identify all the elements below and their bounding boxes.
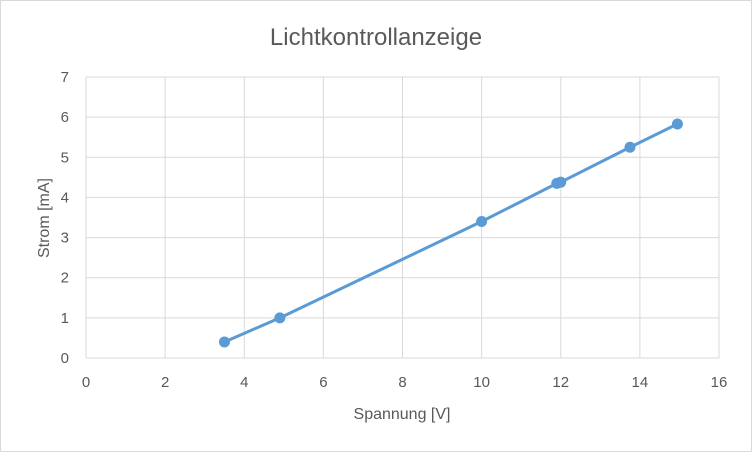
- y-tick-label: 5: [61, 149, 69, 166]
- y-tick-label: 3: [61, 230, 69, 247]
- data-point: [274, 312, 286, 324]
- x-tick-label: 4: [240, 374, 248, 391]
- y-tick-label: 0: [61, 350, 69, 367]
- data-point: [476, 216, 488, 228]
- x-tick-label: 14: [632, 374, 649, 391]
- x-tick-label: 8: [398, 374, 406, 391]
- x-axis-label: Spannung [V]: [354, 406, 451, 423]
- data-point: [671, 118, 683, 130]
- y-tick-label: 7: [61, 69, 69, 86]
- x-tick-label: 0: [82, 374, 90, 391]
- y-tick-label: 1: [61, 310, 69, 327]
- y-tick-label: 2: [61, 270, 69, 287]
- series: [218, 118, 683, 348]
- data-point: [218, 336, 230, 348]
- chart-title: Lichtkontrollanzeige: [270, 24, 482, 51]
- grid: [85, 76, 720, 359]
- y-tick-label: 4: [61, 189, 69, 206]
- x-tick-label: 6: [319, 374, 327, 391]
- y-axis-label: Strom [mA]: [36, 178, 53, 258]
- x-tick-label: 12: [552, 374, 569, 391]
- x-tick-label: 10: [473, 374, 490, 391]
- x-tick-label: 2: [161, 374, 169, 391]
- series-line: [223, 122, 679, 344]
- data-point: [555, 176, 567, 188]
- y-tick-label: 6: [61, 109, 69, 126]
- data-point: [624, 141, 636, 153]
- x-tick-label: 16: [711, 374, 728, 391]
